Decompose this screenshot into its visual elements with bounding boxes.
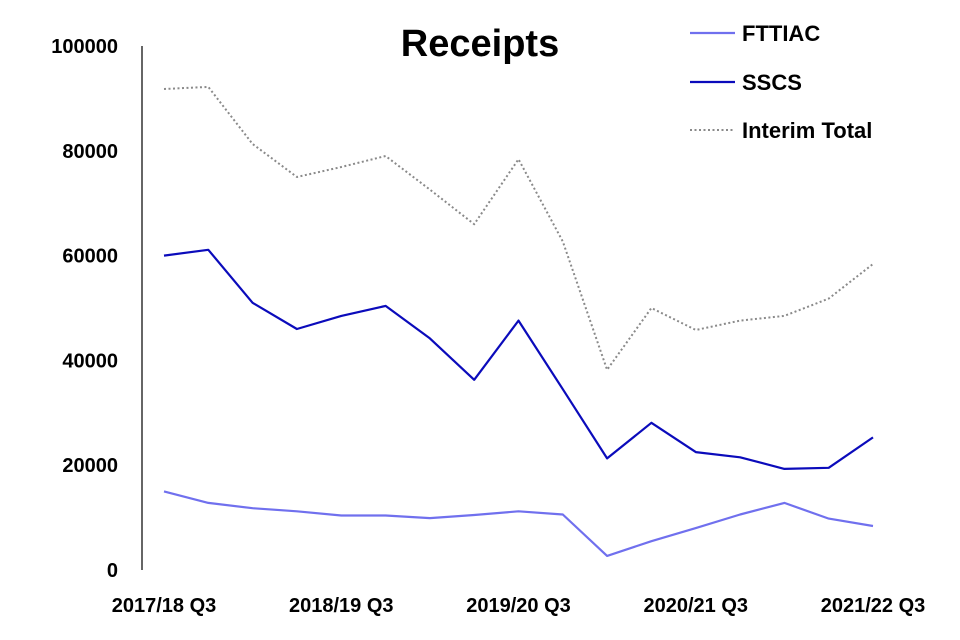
x-tick-label: 2019/20 Q3 [466, 595, 571, 617]
y-tick-label: 0 [107, 560, 118, 582]
series-line-interim-total [163, 85, 874, 371]
legend-label: FTTIAC [742, 21, 820, 46]
x-tick-label: 2021/22 Q3 [821, 595, 926, 617]
chart-series-layer [163, 85, 874, 558]
x-tick-label: 2020/21 Q3 [643, 595, 748, 617]
x-tick-label: 2017/18 Q3 [112, 595, 217, 617]
y-tick-label: 20000 [62, 455, 118, 477]
series-line-fttiac [163, 490, 874, 558]
legend-label: Interim Total [742, 118, 872, 143]
legend-label: SSCS [742, 70, 802, 95]
y-tick-label: 80000 [62, 141, 118, 163]
series-line-sscs [163, 248, 874, 470]
chart-legend: FTTIAC SSCS Interim Total [690, 21, 872, 143]
x-tick-label: 2018/19 Q3 [289, 595, 394, 617]
y-tick-label: 100000 [51, 36, 118, 58]
chart-title: Receipts [401, 23, 559, 65]
chart-axes: 0 20000 40000 60000 80000 100000 2017/18 Q3 201… [51, 36, 925, 617]
y-tick-label: 40000 [62, 350, 118, 372]
y-tick-label: 60000 [62, 246, 118, 268]
